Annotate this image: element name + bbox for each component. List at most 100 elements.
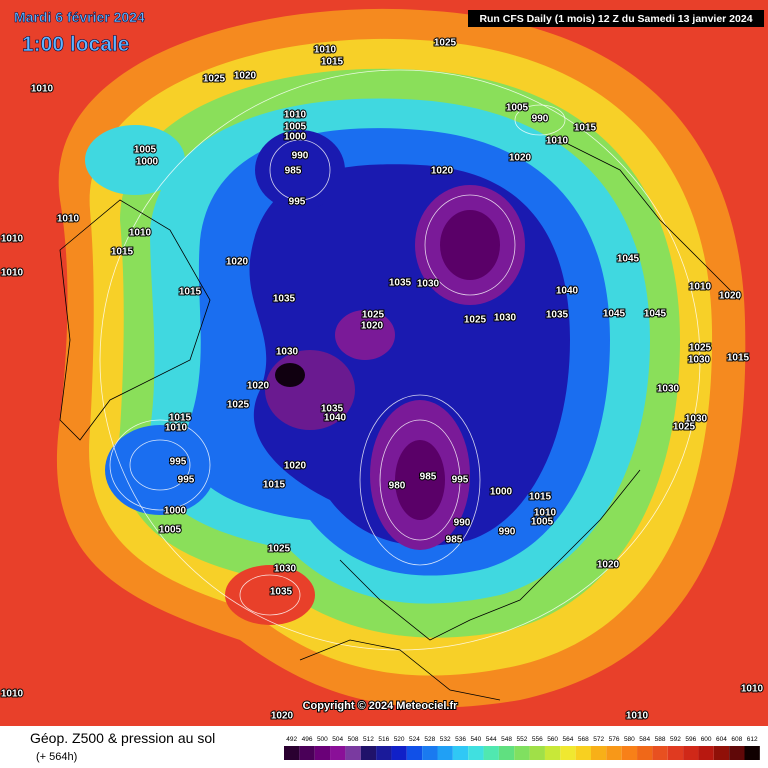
- pressure-label: 990: [499, 527, 516, 538]
- scale-swatch: [683, 746, 699, 760]
- scale-label: 556: [532, 736, 543, 743]
- pressure-label: 1045: [617, 254, 640, 265]
- pressure-label: 1030: [274, 564, 297, 575]
- scale-swatch: [591, 746, 607, 760]
- scale-swatch: [314, 746, 331, 760]
- pressure-label: 990: [532, 114, 549, 125]
- run-info: Run CFS Daily (1 mois) 12 Z du Samedi 13…: [479, 13, 752, 25]
- color-scale: 492 496 500 504 508 512 516 520 524 528 532 536 540 5…: [284, 736, 760, 760]
- scale-swatch: [575, 746, 591, 760]
- scale-swatch: [729, 746, 745, 760]
- pressure-label: 1015: [574, 123, 597, 134]
- pressure-label: 1000: [490, 487, 513, 498]
- scale-swatch: [391, 746, 407, 760]
- pressure-label: 1010: [57, 214, 80, 225]
- pressure-label: 1045: [603, 309, 626, 320]
- pressure-label: 1015: [321, 57, 344, 68]
- pressure-label: 1010: [1, 234, 24, 245]
- scale-swatch: [360, 746, 377, 760]
- pressure-label: 1010: [165, 423, 188, 434]
- pressure-label: 1010: [741, 684, 764, 695]
- pressure-label: 1030: [657, 384, 680, 395]
- scale-swatch: [330, 746, 346, 760]
- scale-label: 572: [593, 736, 604, 743]
- pressure-label: 1020: [431, 166, 454, 177]
- pressure-label: 1020: [271, 711, 294, 722]
- forecast-lead: (+ 564h): [36, 751, 77, 763]
- scale-label: 528: [424, 736, 435, 743]
- scale-swatch: [345, 746, 361, 760]
- scale-swatch: [437, 746, 453, 760]
- pressure-label: 1020: [361, 321, 384, 332]
- scale-swatch: [606, 746, 622, 760]
- pressure-label: 1020: [509, 153, 532, 164]
- pressure-label: 1010: [626, 711, 649, 722]
- pressure-label: 990: [292, 151, 309, 162]
- local-time: 1:00 locale: [22, 33, 129, 56]
- scale-swatch: [284, 746, 300, 760]
- scale-label: 568: [578, 736, 589, 743]
- pressure-label: 1045: [644, 309, 667, 320]
- scale-swatch: [514, 746, 530, 760]
- scale-label: 536: [455, 736, 466, 743]
- scale-swatch: [406, 746, 423, 760]
- pressure-label: 995: [170, 457, 187, 468]
- pressure-label: 1035: [546, 310, 569, 321]
- scale-label: 588: [655, 736, 666, 743]
- scale-swatch: [468, 746, 484, 760]
- pressure-label: 1000: [164, 506, 187, 517]
- pressure-label: 1030: [276, 347, 299, 358]
- scale-label: 612: [747, 736, 758, 743]
- scale-swatch: [560, 746, 576, 760]
- pressure-label: 1015: [169, 413, 192, 424]
- pressure-label: 1020: [597, 560, 620, 571]
- scale-label: 496: [302, 736, 313, 743]
- pressure-label: 1015: [727, 353, 750, 364]
- scale-swatch: [376, 746, 392, 760]
- run-box: [468, 10, 764, 27]
- pressure-label: 1020: [226, 257, 249, 268]
- scale-label: 492: [286, 736, 297, 743]
- pressure-label: 1020: [234, 71, 257, 82]
- scale-label: 508: [348, 736, 359, 743]
- pressure-label: 1010: [546, 136, 569, 147]
- pressure-label: 1040: [556, 286, 579, 297]
- scale-label: 512: [363, 736, 374, 743]
- pressure-label: 1020: [247, 381, 270, 392]
- pressure-label: 1025: [227, 400, 250, 411]
- scale-label: 520: [394, 736, 405, 743]
- scale-label: 596: [685, 736, 696, 743]
- pressure-label: 995: [452, 475, 469, 486]
- scale-label: 592: [670, 736, 681, 743]
- scale-label: 500: [317, 736, 328, 743]
- pressure-label: 1010: [689, 282, 712, 293]
- scale-label: 552: [516, 736, 527, 743]
- coastlines: [59, 139, 741, 701]
- pressure-label: 995: [289, 197, 306, 208]
- scale-label: 600: [701, 736, 712, 743]
- scale-swatch: [544, 746, 561, 760]
- pressure-label: 1010: [1, 268, 24, 279]
- pressure-label: 1025: [673, 422, 696, 433]
- pressure-label: 1030: [688, 355, 711, 366]
- pressure-label: 1005: [134, 145, 157, 156]
- pressure-label: 1010: [534, 508, 557, 519]
- pressure-label: 1005: [284, 122, 307, 133]
- pressure-label: 1010: [31, 84, 54, 95]
- scale-swatch: [652, 746, 668, 760]
- scale-label: 576: [609, 736, 620, 743]
- pressure-label: 1005: [506, 103, 529, 114]
- pressure-label: 1015: [179, 287, 202, 298]
- scale-swatch: [529, 746, 545, 760]
- scale-swatch: [498, 746, 515, 760]
- scale-swatch: [637, 746, 653, 760]
- pressure-label: 980: [389, 481, 406, 492]
- pressure-label: 1000: [284, 132, 307, 143]
- footer-title: Géop. Z500 & pression au sol: [30, 730, 215, 746]
- scale-swatch: [483, 746, 499, 760]
- scale-label: 604: [716, 736, 727, 743]
- scale-label: 584: [639, 736, 650, 743]
- pressure-label: 1010: [1, 689, 24, 700]
- pressure-label: 1025: [203, 74, 226, 85]
- pressure-label: 1020: [719, 291, 742, 302]
